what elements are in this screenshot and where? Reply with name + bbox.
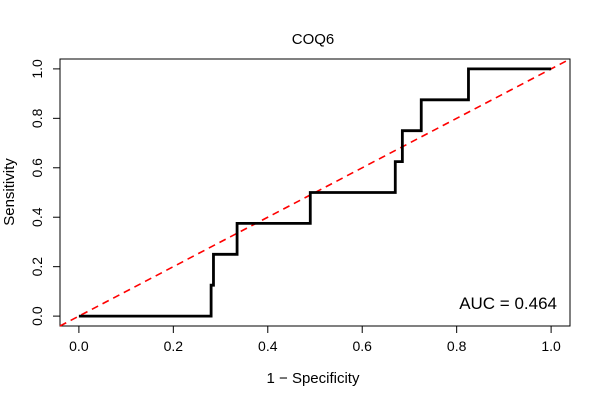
roc-curve-line — [78, 67, 552, 318]
x-tick-label: 1.0 — [541, 338, 561, 354]
y-axis-label: Sensitivity — [1, 158, 18, 226]
x-axis: 0.0 0.2 0.4 0.6 0.8 1.0 — [69, 325, 561, 354]
series-layer — [59, 58, 571, 327]
y-axis: 0.0 0.2 0.4 0.6 0.8 1.0 — [29, 59, 61, 326]
y-tick-label: 0.8 — [29, 108, 45, 128]
y-tick-label: 0.0 — [29, 306, 45, 326]
y-tick-label: 1.0 — [29, 59, 45, 79]
x-tick-label: 0.6 — [352, 338, 372, 354]
auc-annotation: AUC = 0.464 — [459, 294, 557, 313]
x-tick-label: 0.8 — [447, 338, 467, 354]
y-tick-label: 0.6 — [29, 158, 45, 178]
x-tick-label: 0.4 — [258, 338, 278, 354]
x-tick-label: 0.2 — [164, 338, 184, 354]
y-tick-label: 0.4 — [29, 207, 45, 227]
x-axis-label: 1 − Specificity — [267, 370, 360, 387]
chart-title: COQ6 — [292, 31, 335, 48]
y-tick-label: 0.2 — [29, 257, 45, 277]
x-tick-label: 0.0 — [69, 338, 89, 354]
